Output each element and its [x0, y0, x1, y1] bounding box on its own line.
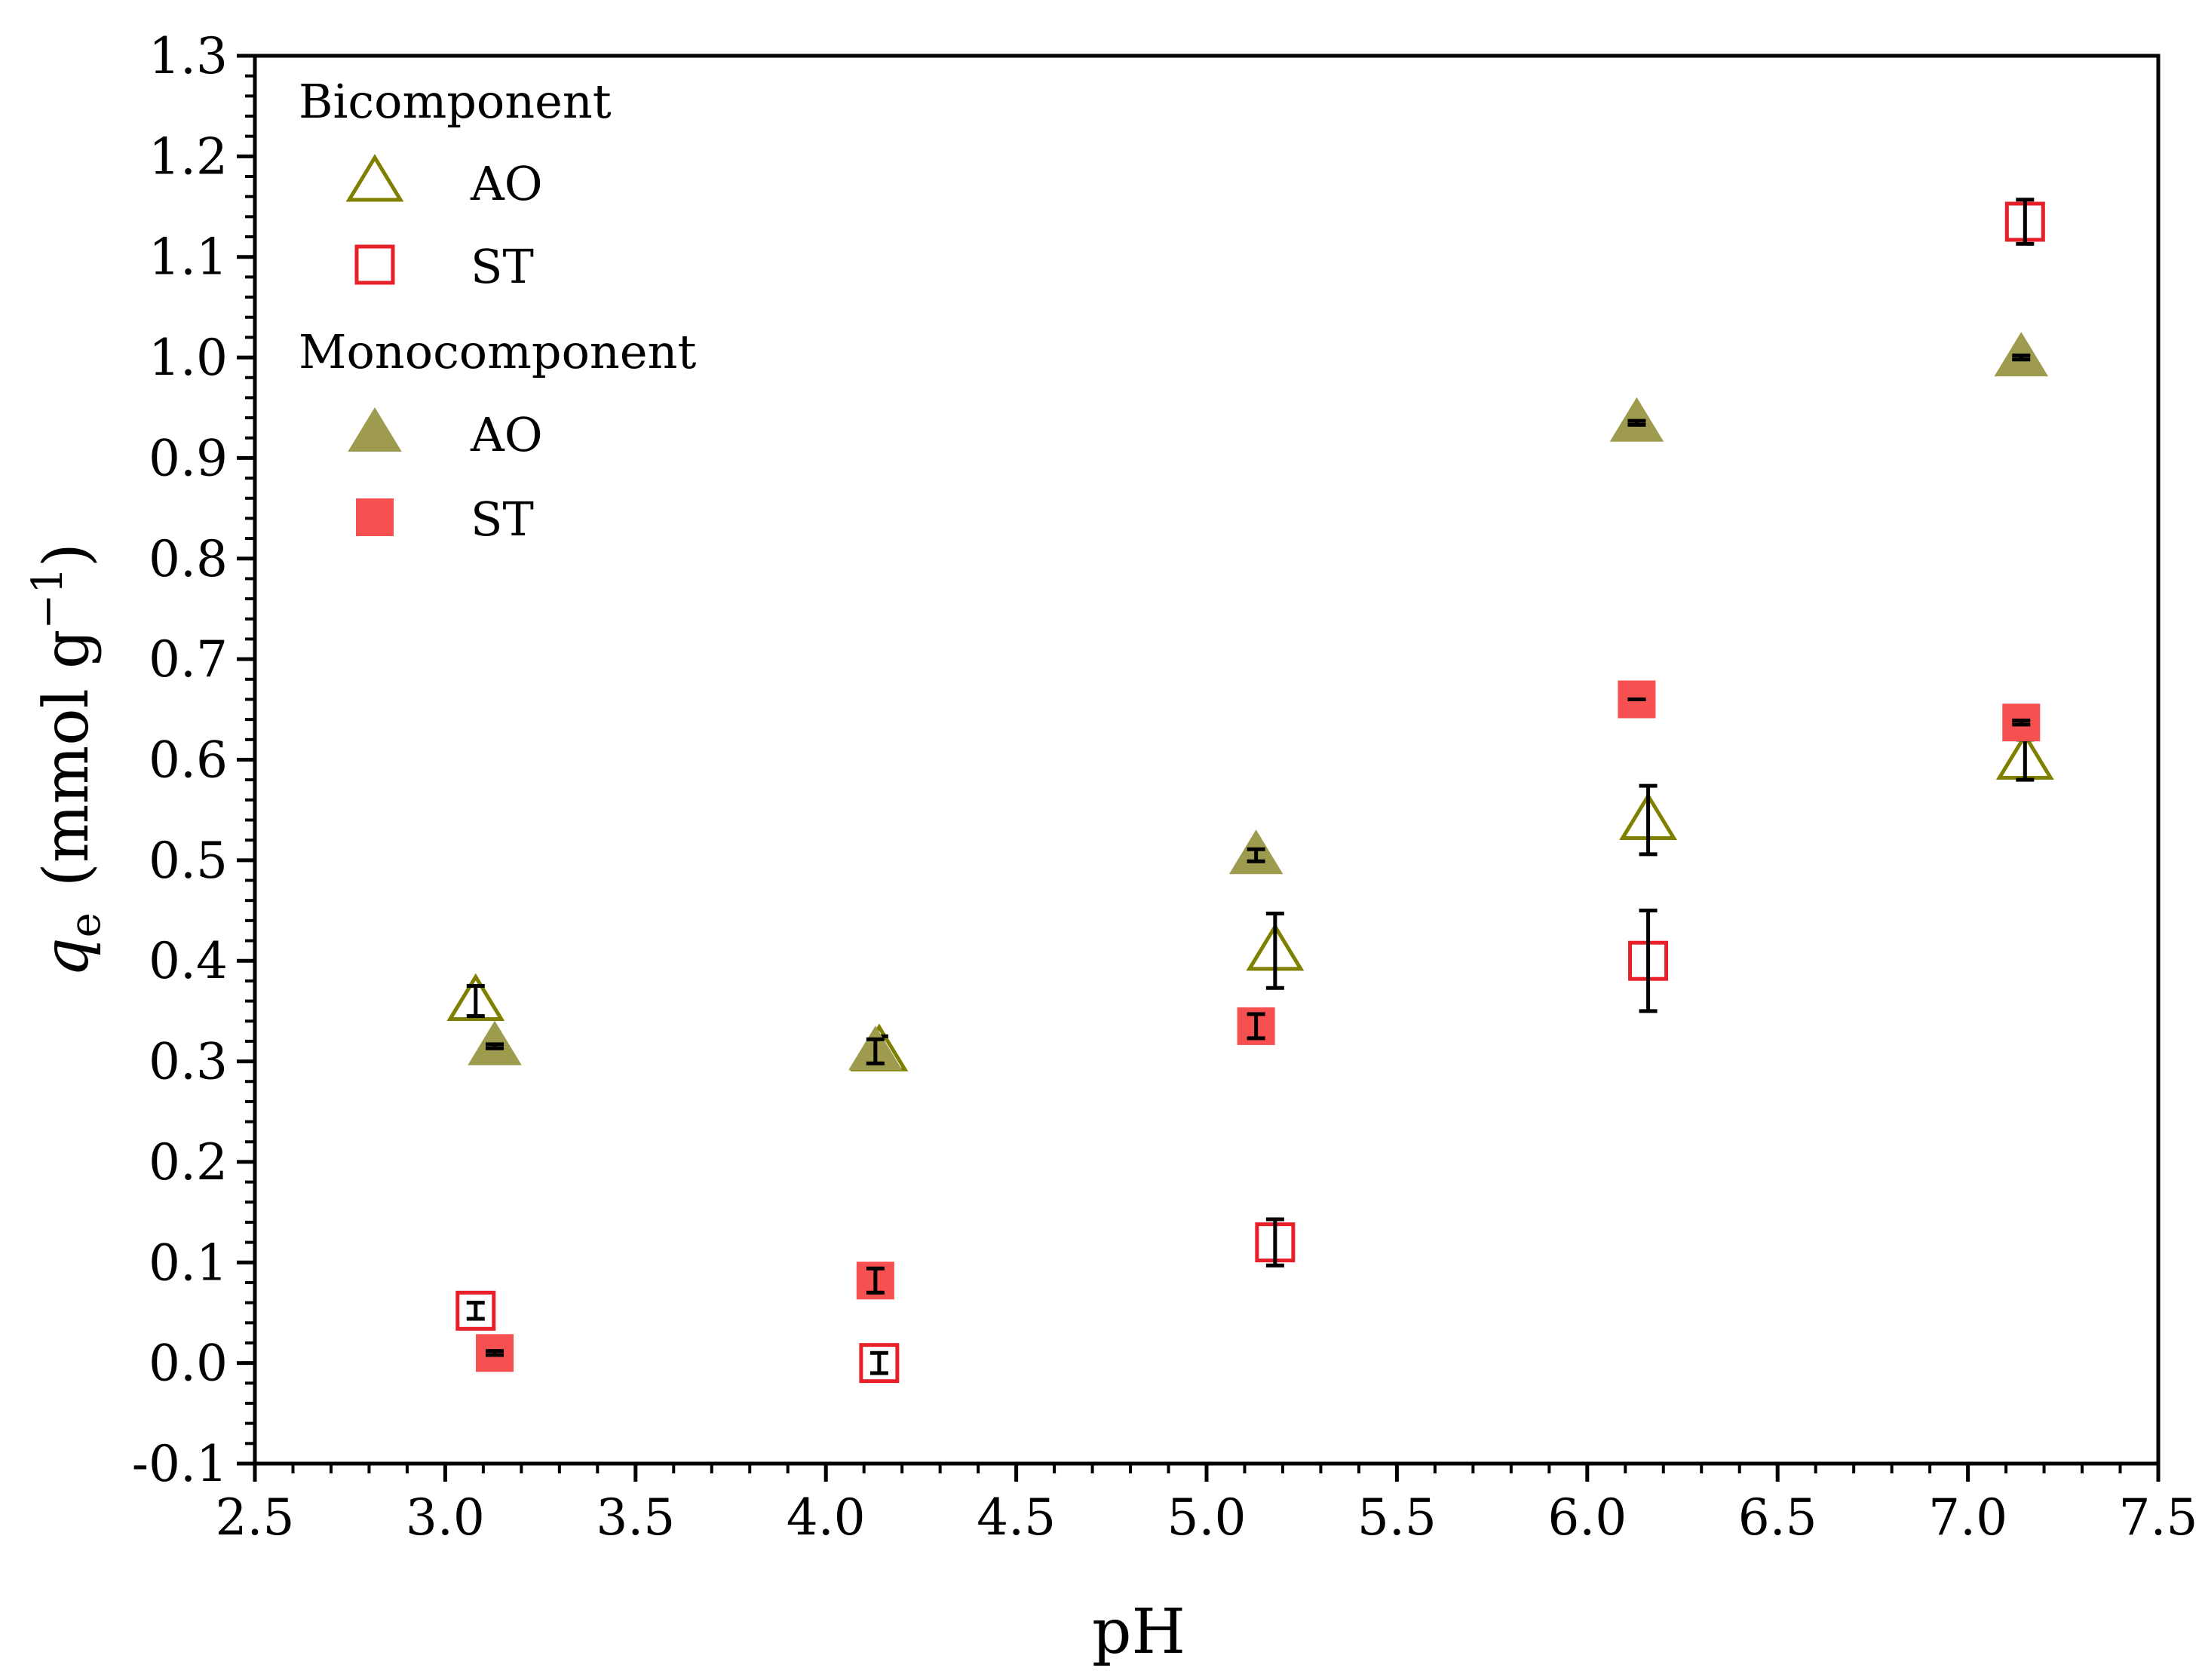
legend-entry-label: AO — [470, 156, 543, 211]
y-tick-label: -0.1 — [132, 1435, 228, 1493]
x-tick-label: 5.5 — [1357, 1488, 1437, 1547]
y-tick-label: 0.2 — [149, 1133, 228, 1191]
legend-group-title: Monocomponent — [299, 324, 696, 379]
axis-ticks: 2.5 3.0 3.5 4.0 4.5 5.0 5.5 6.0 6.5 7.0 7.5 -0.1 0.0… — [132, 27, 2198, 1547]
x-tick-label: 2.5 — [216, 1488, 295, 1547]
y-tick-label: 0.9 — [149, 429, 228, 487]
legend-marker — [354, 244, 395, 285]
y-axis-superscript: −1 — [23, 567, 72, 630]
y-axis-close: ) — [31, 543, 103, 567]
y-axis-subscript: e — [61, 912, 110, 937]
x-tick-label: 6.0 — [1547, 1488, 1627, 1547]
data-point — [446, 973, 505, 1022]
series-monocomponent-ao — [468, 332, 2049, 1071]
y-axis-unit: (mmol g — [31, 630, 103, 888]
data-marks — [446, 198, 2054, 1384]
y-tick-label: 0.6 — [149, 731, 228, 789]
x-tick-label: 5.0 — [1167, 1488, 1247, 1547]
y-tick-label: 0.4 — [149, 932, 228, 990]
x-tick-label: 4.0 — [787, 1488, 866, 1547]
legend-entry-label: ST — [471, 239, 534, 294]
x-tick-label: 7.5 — [2119, 1488, 2198, 1547]
legend-marker — [348, 407, 402, 452]
series-bicomponent-st — [455, 198, 2045, 1384]
y-tick-label: 0.7 — [149, 630, 228, 688]
x-tick-label: 7.0 — [1928, 1488, 2007, 1547]
series-monocomponent-st — [476, 680, 2041, 1372]
y-tick-label: 0.0 — [149, 1335, 228, 1393]
legend-entry-label: AO — [470, 407, 543, 462]
y-tick-label: 1.3 — [149, 27, 228, 85]
plot-frame — [253, 54, 2161, 1466]
x-tick-label: 6.5 — [1738, 1488, 1817, 1547]
x-tick-label: 3.0 — [406, 1488, 485, 1547]
legend-entry-label: ST — [471, 492, 534, 547]
y-tick-label: 1.2 — [149, 127, 228, 185]
y-tick-label: 0.8 — [149, 530, 228, 588]
legend: Bicomponent AO ST Monocomponent AO ST — [299, 74, 696, 547]
y-tick-label: 1.1 — [149, 228, 228, 287]
y-tick-label: 0.3 — [149, 1033, 228, 1091]
y-tick-label: 0.1 — [149, 1234, 228, 1292]
y-tick-label: 0.5 — [149, 832, 228, 890]
legend-marker — [356, 498, 394, 536]
y-axis-title: qe (mmol g−1) — [23, 543, 110, 977]
x-tick-label: 3.5 — [596, 1488, 675, 1547]
legend-group-title: Bicomponent — [299, 74, 612, 129]
y-tick-label: 1.0 — [149, 329, 228, 387]
x-tick-label: 4.5 — [977, 1488, 1056, 1547]
x-axis-title: pH — [1092, 1596, 1185, 1668]
y-axis-symbol: q — [31, 937, 103, 977]
legend-marker — [345, 154, 404, 202]
